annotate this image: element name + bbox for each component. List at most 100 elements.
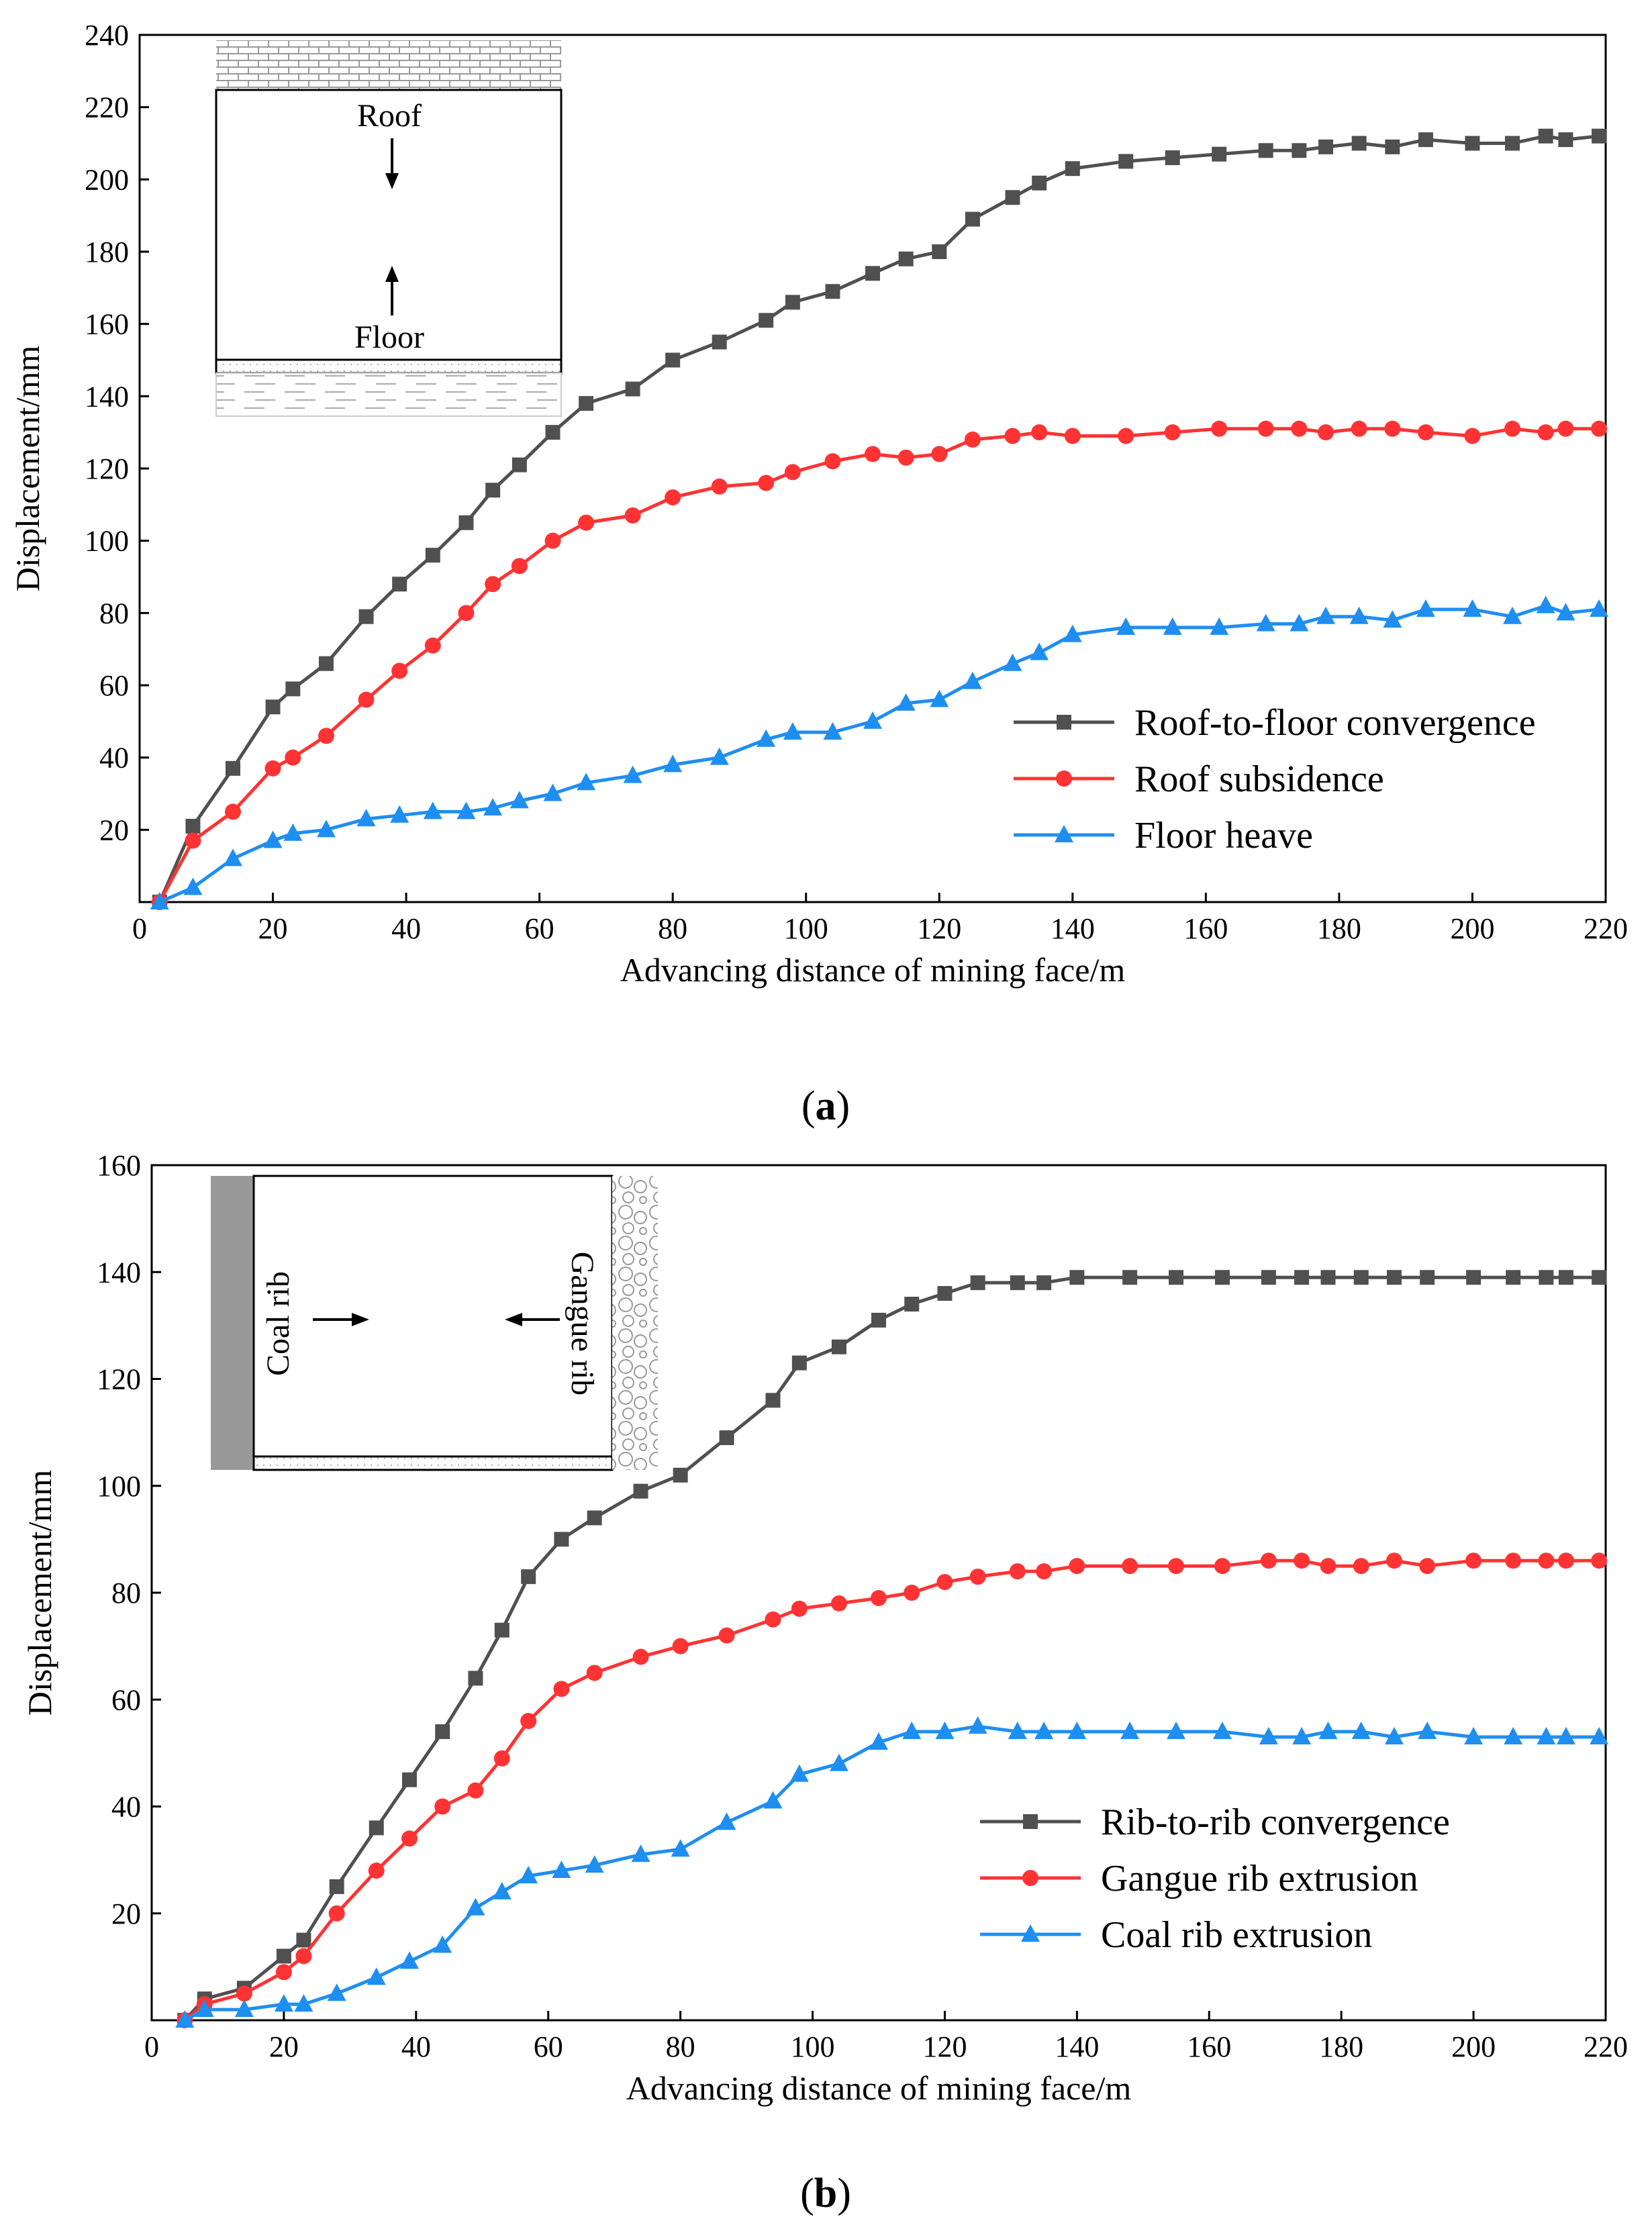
data-point (1465, 1552, 1482, 1569)
data-point (1036, 1275, 1052, 1291)
series-circle (177, 1552, 1608, 2028)
x-tick-label: 40 (391, 912, 421, 945)
x-tick-label: 160 (1187, 2030, 1231, 2063)
data-point (1164, 424, 1181, 441)
axes-a: 0 20 40 60 80 100 120 140 160 180 200 220 20 40 60 80 10… (9, 19, 1628, 989)
data-point (765, 1393, 781, 1408)
data-point (902, 1722, 922, 1740)
data-point (763, 1791, 783, 1809)
data-point (1536, 595, 1555, 613)
data-point (1318, 424, 1334, 441)
data-point (1294, 1270, 1310, 1285)
y-tick-label: 160 (85, 308, 129, 341)
data-point (672, 1638, 689, 1654)
data-point (423, 801, 442, 820)
data-point (275, 1964, 292, 1981)
data-point (1122, 1558, 1138, 1575)
data-point (512, 457, 527, 473)
data-point (1211, 420, 1228, 437)
x-tick-label: 220 (1584, 912, 1628, 945)
y-axis-title: Displacement/mm (9, 346, 46, 592)
x-tick-label: 20 (269, 2030, 299, 2063)
data-point (223, 848, 242, 866)
panel-caption-b: (b) (800, 2171, 851, 2216)
inset-a-rock-layer (215, 373, 562, 417)
inset-coal-seam (211, 1176, 254, 1470)
data-point (511, 558, 528, 575)
data-point (865, 266, 880, 281)
data-point (663, 754, 683, 773)
data-point (327, 1983, 346, 2001)
data-point (1538, 128, 1553, 144)
data-point (712, 334, 727, 350)
data-point (456, 801, 476, 820)
data-point (1419, 1558, 1436, 1575)
series-circle (151, 420, 1608, 910)
data-point (1116, 617, 1136, 635)
x-tick-label: 40 (401, 2030, 431, 2063)
data-point (1465, 136, 1480, 151)
panel-caption-a: (a) (801, 1083, 850, 1129)
data-point (1169, 1270, 1184, 1285)
data-point (1416, 599, 1435, 617)
data-point (1386, 1552, 1402, 1569)
data-point (831, 1339, 846, 1354)
data-point (1163, 617, 1182, 635)
data-point (897, 449, 914, 466)
data-point (1259, 1726, 1278, 1744)
data-point (1118, 154, 1134, 169)
data-point (791, 1600, 808, 1617)
data-point (368, 1863, 385, 1879)
data-point (1464, 1726, 1484, 1744)
data-point (358, 691, 375, 708)
right-arrow-icon (352, 1313, 369, 1326)
data-point (1386, 1270, 1402, 1285)
x-tick-label: 80 (658, 912, 687, 945)
data-point (295, 1948, 312, 1965)
data-point (791, 1355, 807, 1371)
x-tick-label: 100 (784, 912, 828, 945)
x-tick-label: 60 (534, 2030, 563, 2063)
data-point (1418, 132, 1433, 148)
data-point (195, 1999, 214, 2018)
series-group-a (150, 128, 1609, 910)
data-point (719, 1430, 734, 1446)
data-point (1385, 139, 1400, 154)
x-tick-label: 0 (144, 2030, 159, 2063)
data-point (1351, 420, 1367, 437)
data-point (1167, 1722, 1186, 1740)
data-point (871, 1312, 886, 1328)
data-point (234, 1999, 254, 2018)
data-point (936, 1574, 953, 1591)
data-point (264, 760, 281, 777)
data-point (665, 352, 681, 368)
data-point (1008, 1722, 1027, 1740)
data-point (823, 722, 842, 740)
data-point (483, 798, 503, 816)
up-arrow-icon (385, 266, 399, 282)
data-point (391, 662, 408, 679)
data-point (1010, 1275, 1025, 1291)
series-triangle (175, 1716, 1609, 2028)
data-point (1463, 599, 1482, 617)
inset-a-floor-layer (215, 358, 563, 375)
inset-diagram-b: Coal rib Gangue rib (211, 1175, 658, 1471)
data-point (425, 548, 440, 563)
data-point (1004, 428, 1021, 444)
inset-gangue-rib-label: Gangue rib (565, 1252, 600, 1396)
data-point (964, 431, 981, 448)
legend-marker (1056, 771, 1072, 787)
data-point (865, 446, 881, 462)
data-point (434, 1798, 451, 1815)
y-tick-label: 40 (111, 1791, 141, 1824)
data-point (285, 749, 301, 766)
data-point (904, 1585, 920, 1601)
y-tick-label: 20 (99, 813, 129, 846)
data-point (1290, 613, 1309, 632)
x-axis-title: Advancing distance of mining face/m (620, 951, 1126, 989)
x-tick-label: 160 (1183, 912, 1228, 945)
legend-label: Floor heave (1134, 815, 1313, 856)
x-tick-label: 200 (1450, 912, 1494, 945)
data-point (424, 637, 441, 654)
data-point (1069, 1558, 1085, 1575)
